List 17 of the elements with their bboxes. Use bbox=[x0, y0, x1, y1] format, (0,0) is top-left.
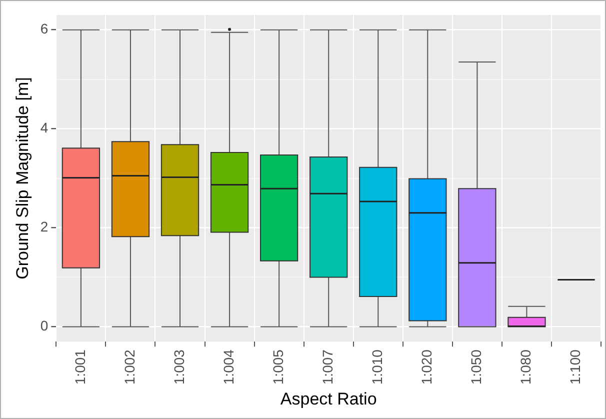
x-axis-title: Aspect Ratio bbox=[280, 389, 377, 408]
x-tick-label: 1:007 bbox=[319, 349, 336, 385]
x-tick-label: 1:050 bbox=[468, 349, 484, 385]
x-tick-label: 1:004 bbox=[220, 349, 236, 385]
y-axis-title: Ground Slip Magnitude [m] bbox=[12, 77, 32, 280]
y-tick-label: 0 bbox=[40, 318, 48, 334]
x-tick-label: 1:001 bbox=[72, 349, 88, 385]
x-tick-label: 1:010 bbox=[368, 349, 385, 385]
y-tick-label: 4 bbox=[40, 120, 48, 136]
x-tick-label: 1:020 bbox=[418, 349, 435, 385]
x-tick-label: 1:080 bbox=[518, 349, 534, 385]
y-tick-label: 6 bbox=[40, 20, 48, 37]
x-tick-label: 1:005 bbox=[270, 349, 286, 385]
x-tick-label: 1:100 bbox=[567, 349, 584, 385]
x-tick-label: 1:002 bbox=[121, 349, 138, 385]
x-tick-label: 1:003 bbox=[170, 349, 187, 385]
y-tick-label: 2 bbox=[40, 218, 48, 235]
